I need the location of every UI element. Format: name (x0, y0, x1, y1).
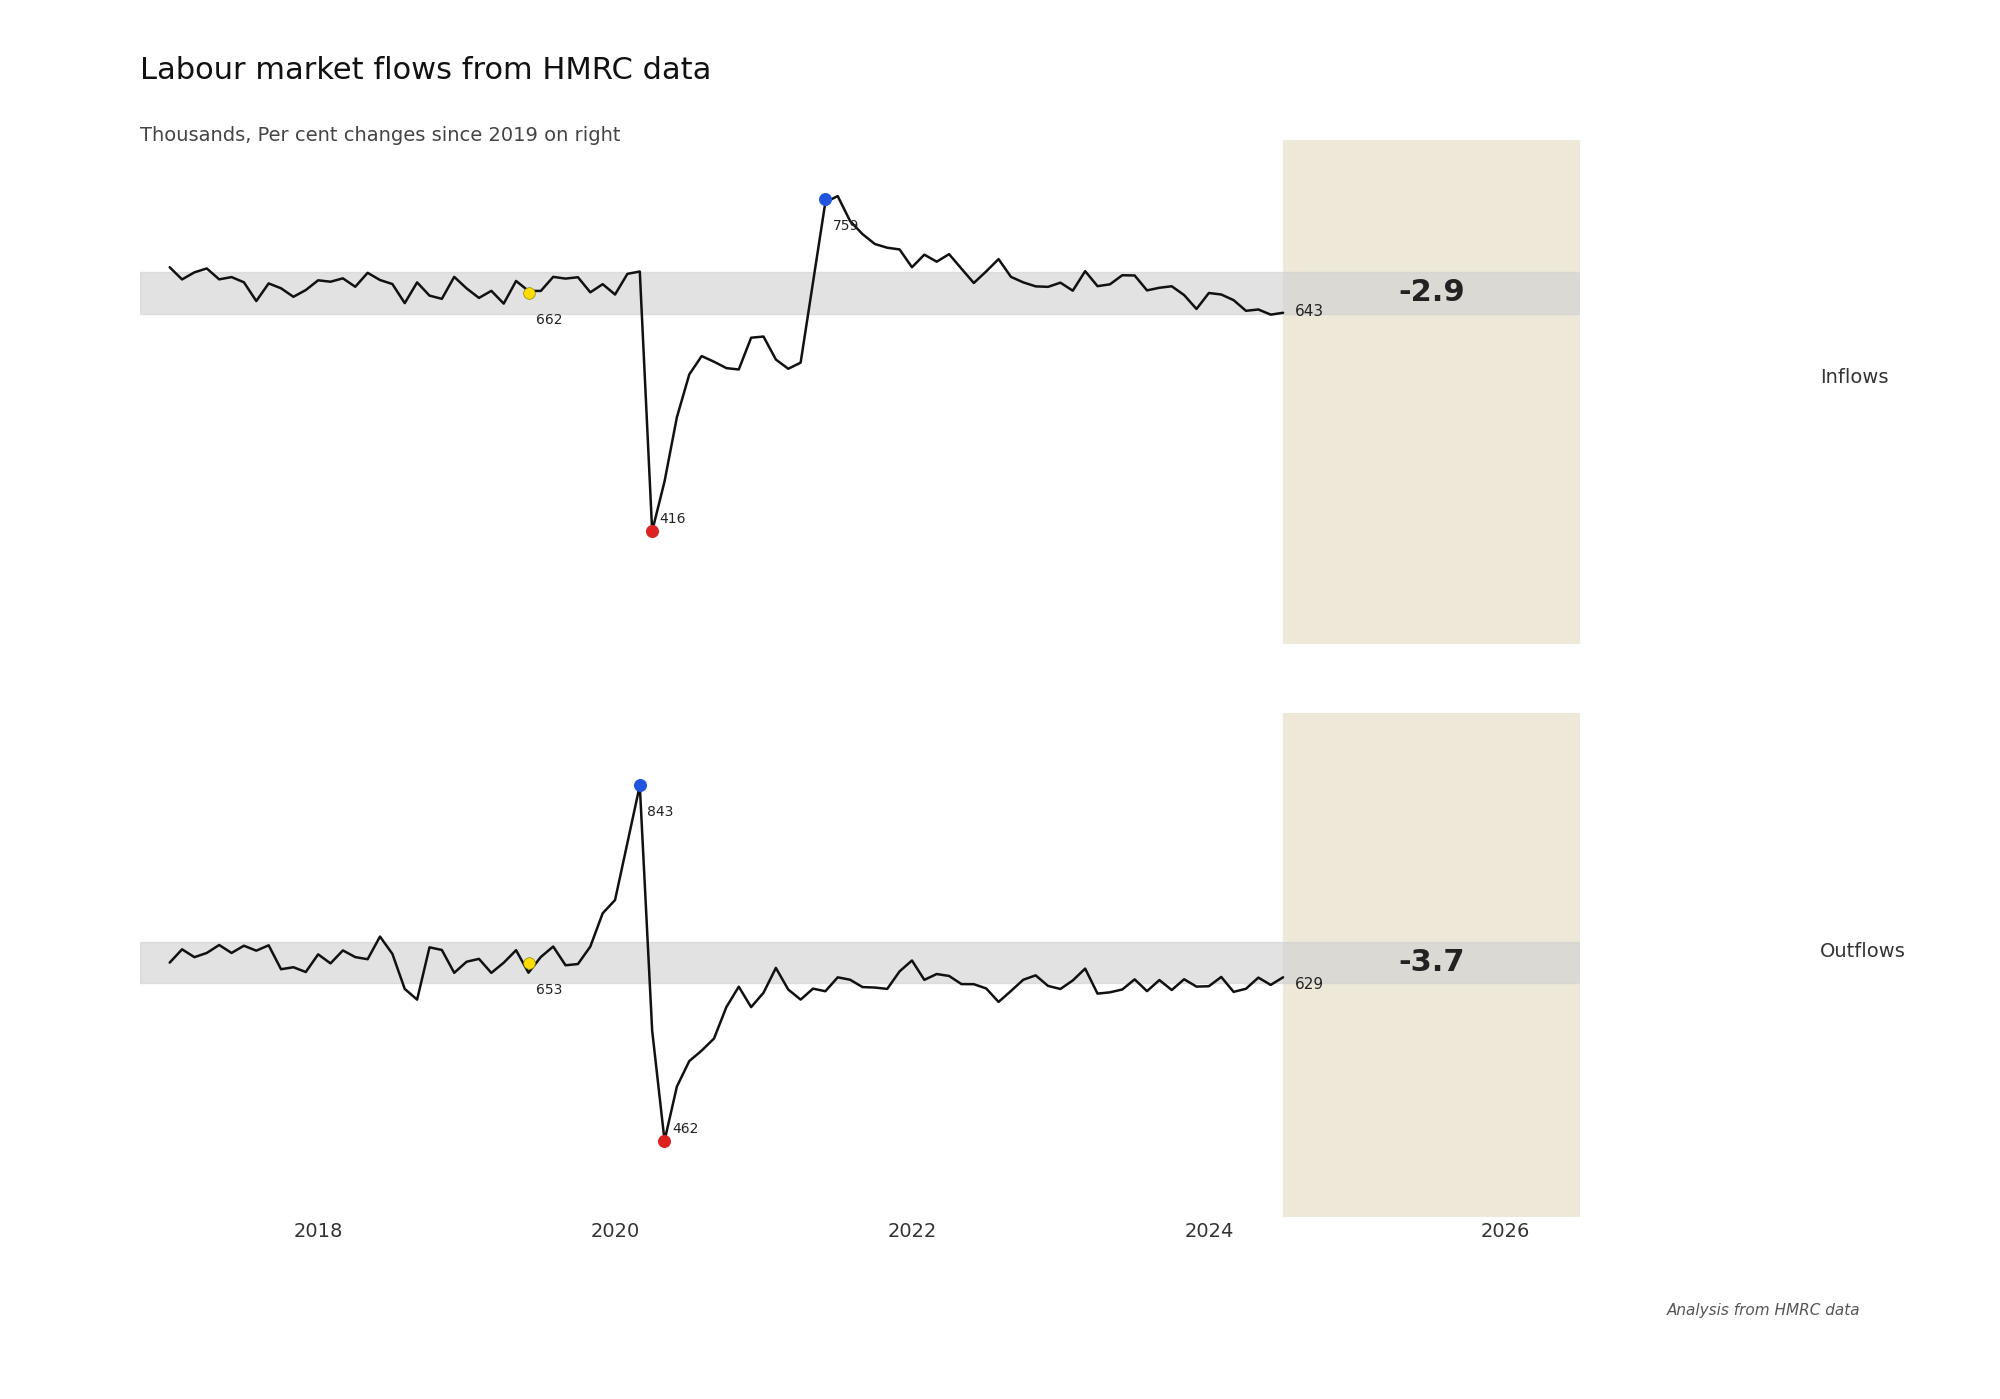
Text: 643: 643 (1294, 304, 1324, 319)
Text: 759: 759 (832, 220, 860, 234)
Text: Analysis from HMRC data: Analysis from HMRC data (1666, 1302, 1860, 1318)
Text: 662: 662 (536, 313, 562, 327)
Bar (1284, 713, 1580, 1217)
Text: 462: 462 (672, 1122, 698, 1136)
Text: 653: 653 (536, 982, 562, 996)
Text: 843: 843 (648, 806, 674, 820)
Text: Inflows: Inflows (1820, 368, 1888, 388)
Bar (140, 942, 1580, 983)
Text: -3.7: -3.7 (1398, 949, 1464, 977)
Text: 629: 629 (1294, 978, 1324, 992)
Bar (140, 271, 1580, 315)
Point (512, 281, 544, 304)
Point (810, 187, 842, 210)
Text: 416: 416 (660, 512, 686, 526)
Point (512, 951, 544, 974)
Text: Labour market flows from HMRC data: Labour market flows from HMRC data (140, 56, 712, 85)
Point (624, 774, 656, 796)
Point (648, 1129, 680, 1151)
Text: Thousands, Per cent changes since 2019 on right: Thousands, Per cent changes since 2019 o… (140, 126, 620, 145)
Text: Outflows: Outflows (1820, 942, 1906, 961)
Text: -2.9: -2.9 (1398, 278, 1464, 308)
Point (636, 520, 668, 543)
Bar (1284, 140, 1580, 644)
